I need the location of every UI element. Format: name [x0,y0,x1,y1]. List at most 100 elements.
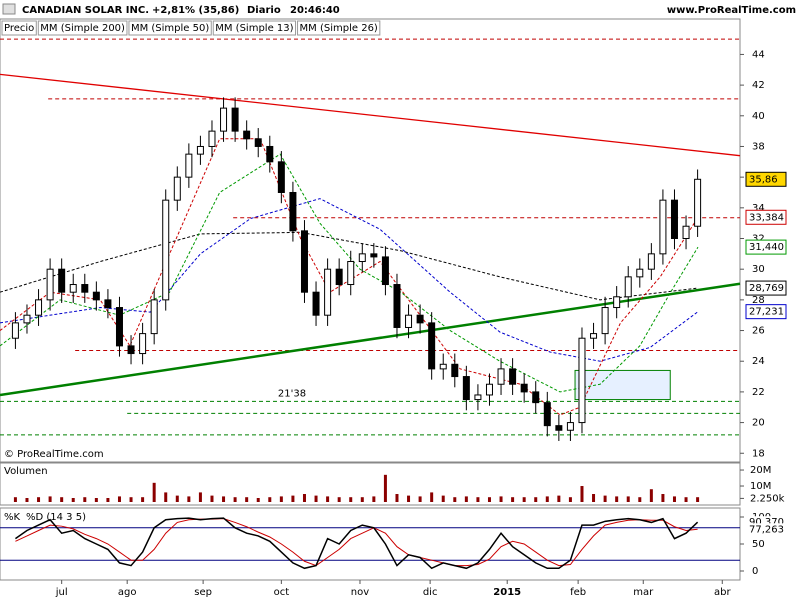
volume-bar [626,496,630,502]
y-tick-label: 34 [752,203,765,214]
candle-body [347,261,355,286]
legend-entry: MM (Simple 13) [215,23,293,34]
candle-body [115,307,123,347]
candle-body [92,291,100,301]
volume-bar [360,497,364,502]
y-tick-label: 20 [752,418,765,429]
moving-average [0,231,699,301]
volume-bar [407,495,411,502]
x-tick-label: 2015 [493,587,521,598]
candle-body [682,225,690,240]
x-tick-label: ago [118,587,137,598]
volume-bar [453,497,457,502]
moving-average [0,198,699,362]
candle-body [277,161,285,193]
candle-body [520,383,528,393]
candle-body [636,268,644,278]
candle-body [509,368,517,385]
volume-tick-label: 2.250k [750,493,785,504]
candle-body [416,314,424,324]
x-tick-label: nov [351,587,369,598]
candle-body [462,376,470,401]
source: www.ProRealTime.com [667,5,796,16]
legend-box [212,20,297,36]
price-panel [0,18,741,463]
x-tick-label: feb [570,587,586,598]
candle-body [69,284,77,293]
y-tick-label: 32 [752,234,765,245]
candle-body [312,291,320,316]
x-tick-label: sep [194,587,212,598]
legend-entry: MM (Simple 26) [300,23,378,34]
candle-body [555,425,563,431]
period: Diario [247,5,281,16]
candle-body [566,422,574,431]
volume-bar [476,497,480,502]
volume-bar [430,492,434,502]
last-value-box [745,280,787,296]
volume-bar [615,496,619,502]
y-tick-label: 18 [752,448,765,459]
legend-entry: MM (Simple 200) [40,23,125,34]
candle-body [254,138,262,147]
volume-bar [696,497,700,502]
volume-bar [545,496,549,502]
legend-entry: Precio [4,23,34,34]
volume-bar [60,497,64,502]
last-value-label: 77,263 [749,524,784,535]
y-tick-label: 38 [752,141,765,152]
candle-body [208,130,216,147]
volume-bar [291,495,295,502]
legend-entry: MM (Simple 50) [131,23,209,34]
volume-bar [649,489,653,502]
volume-bar [684,497,688,502]
k-line [14,517,699,570]
volume-bar [568,497,572,502]
x-tick-label: oct [274,587,290,598]
d-title: %D (14 3 5) [26,512,86,523]
candle-body [243,130,251,140]
candle-body [428,322,436,370]
candle-body [300,230,308,293]
candle-body [162,199,170,301]
volume-bar [268,497,272,502]
horizontal-line-label: 21'38 [278,388,306,399]
d-line [15,518,698,567]
stochastic-tick-label: 50 [752,539,765,550]
candle-body [266,145,274,163]
candle-body [381,256,389,286]
volume-bar [94,498,98,502]
legend-box [1,20,37,36]
last-value-box [745,304,787,320]
menu-icon[interactable] [2,3,16,15]
volume-bar [187,496,191,502]
candle-body [289,191,297,232]
volume-bar [117,496,121,502]
candle-body [439,363,447,370]
candle-body [23,314,31,324]
volume-bar [337,497,341,502]
candle-body [46,268,54,301]
candle-body [58,268,66,293]
last-value-box [745,209,787,225]
volume-bar [464,496,468,502]
candle-body [659,199,667,255]
candle-body [694,178,702,227]
volume-bar [580,486,584,502]
candle-body [358,253,366,263]
x-tick-label: mar [633,587,654,598]
last-value-label: 33,384 [749,212,784,223]
candle-body [11,322,19,339]
chart-title: CANADIAN SOLAR INC. [22,5,149,16]
volume-bar [522,497,526,502]
x-tick-label: dic [423,587,438,598]
volume-bar [638,497,642,502]
candle-body [150,299,158,335]
volume-tick-label: 10M [750,481,771,492]
candle-body [231,107,239,132]
last-value-label: 28,769 [749,283,784,294]
candle-body [127,345,135,355]
volume-bar [279,496,283,502]
candle-body [474,394,482,401]
